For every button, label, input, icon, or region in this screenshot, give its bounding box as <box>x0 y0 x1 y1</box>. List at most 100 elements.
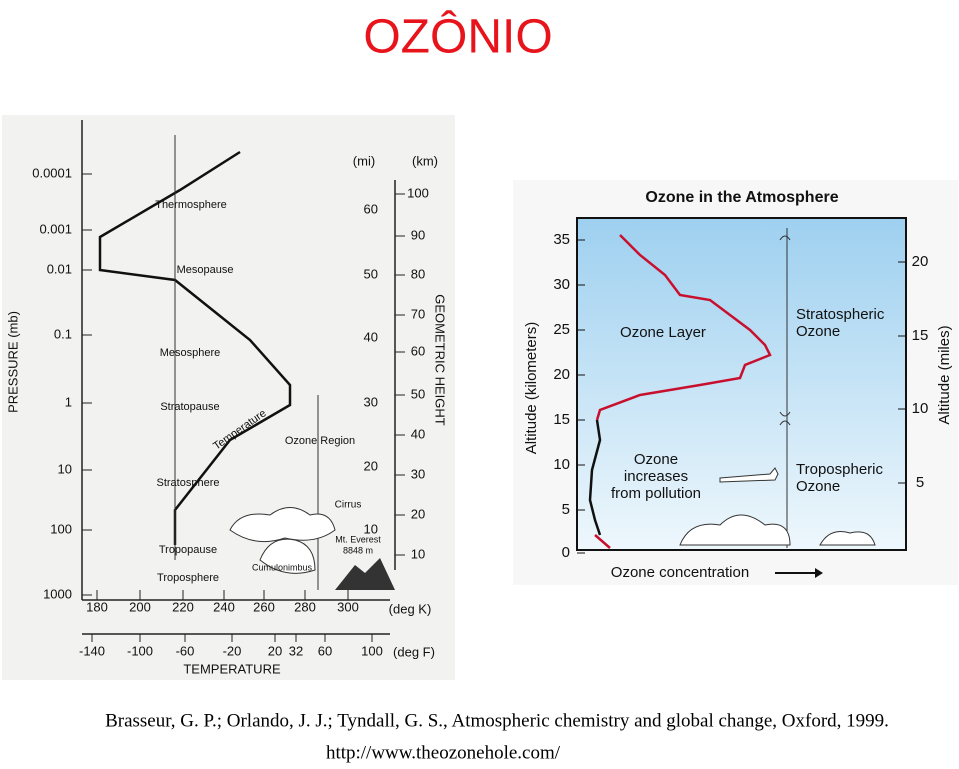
tick-label: 10 <box>553 456 570 473</box>
tick-label: 60 <box>364 201 378 216</box>
mountain <box>335 558 395 590</box>
annotation: Ozone Region <box>285 435 355 447</box>
tick-label: 260 <box>253 599 275 614</box>
tick-label: 300 <box>337 599 359 614</box>
axis-label: Altitude (kilometers) <box>523 322 540 455</box>
tick-label: 60 <box>318 643 332 658</box>
tick-label: 5 <box>916 474 924 491</box>
tick-label: 25 <box>553 321 570 338</box>
tick-label: 10 <box>411 546 425 561</box>
tick-label: 90 <box>411 227 425 242</box>
tick-label: 35 <box>553 231 570 248</box>
axis-unit: (mi) <box>353 153 375 168</box>
tick-label: 0 <box>562 544 570 561</box>
axis-unit: (deg K) <box>389 601 432 616</box>
tick-label: -100 <box>127 643 153 658</box>
annotation: Tropospheric <box>796 461 883 478</box>
tick-label: 30 <box>411 466 425 481</box>
tick-label: 20 <box>912 253 929 270</box>
tick-label: 240 <box>213 599 235 614</box>
tick-label: 20 <box>364 458 378 473</box>
layer-label: Stratopause <box>160 401 219 413</box>
left-figure <box>2 115 455 680</box>
tick-label: 1 <box>65 394 72 409</box>
ozone-curve <box>588 419 602 536</box>
tick-label: 0.1 <box>54 326 72 341</box>
tick-label: -140 <box>79 643 105 658</box>
tick-label: 100 <box>361 643 383 658</box>
tick-label: 20 <box>268 643 282 658</box>
tick-label: 180 <box>86 599 108 614</box>
annotation: from pollution <box>611 485 701 502</box>
tick-label: 10 <box>364 521 378 536</box>
tick-label: 50 <box>411 386 425 401</box>
annotation: Cirrus <box>335 500 362 511</box>
annotation: Ozone Layer <box>620 324 706 341</box>
cloud <box>679 514 876 546</box>
layer-label: Stratosphere <box>157 477 220 489</box>
axis-label: Ozone concentration <box>611 564 749 581</box>
brace <box>779 235 791 426</box>
tick-label: 30 <box>553 276 570 293</box>
tick-label: 70 <box>411 306 425 321</box>
annotation: Ozone <box>634 451 678 468</box>
tick-label: 100 <box>407 185 429 200</box>
tick-label: 5 <box>562 501 570 518</box>
axis-label: TEMPERATURE <box>183 661 281 676</box>
tick-label: 32 <box>289 643 303 658</box>
ozone-curve <box>594 534 611 549</box>
tick-label: 220 <box>172 599 194 614</box>
tick-label: -20 <box>223 643 242 658</box>
tick-label: 10 <box>58 461 72 476</box>
tick-label: 15 <box>912 327 929 344</box>
layer-label: Mesosphere <box>160 347 221 359</box>
right-figure <box>513 180 958 585</box>
cloud <box>229 507 336 543</box>
temperature-curve <box>98 150 292 545</box>
tick-label: 1000 <box>43 586 72 601</box>
annotation: 8848 m <box>343 545 373 555</box>
tick-label: 40 <box>411 426 425 441</box>
ozone-curve <box>595 234 772 421</box>
cloud <box>259 538 316 574</box>
annotation: Ozone <box>796 478 840 495</box>
tick-label: -60 <box>176 643 195 658</box>
tick-label: 0.01 <box>47 261 72 276</box>
arrow-head <box>815 568 823 578</box>
tick-label: 15 <box>553 411 570 428</box>
layer-label: Thermosphere <box>155 199 227 211</box>
axis-label: GEOMETRIC HEIGHT <box>433 294 448 426</box>
tick-label: 20 <box>553 366 570 383</box>
figure-title: Ozone in the Atmosphere <box>645 189 838 206</box>
tick-label: 100 <box>50 521 72 536</box>
annotation: Ozone <box>796 323 840 340</box>
tick-label: 60 <box>411 343 425 358</box>
layer-label: Troposphere <box>157 572 219 584</box>
tick-label: 50 <box>364 266 378 281</box>
annotation: increases <box>624 468 688 485</box>
annotation: Cumulonimbus <box>252 562 313 572</box>
slide-title: OZÔNIO <box>363 10 552 64</box>
tick-label: 10 <box>912 400 929 417</box>
tick-label: 20 <box>411 506 425 521</box>
plot-area <box>576 217 907 551</box>
annotation: Mt. Everest <box>335 534 381 544</box>
layer-label: Mesopause <box>177 264 234 276</box>
tick-label: 0.001 <box>39 221 72 236</box>
tick-label: 200 <box>129 599 151 614</box>
axis-label: Altitude (miles) <box>936 325 953 424</box>
tick-label: 280 <box>294 599 316 614</box>
tick-label: 0.0001 <box>32 165 72 180</box>
airplane <box>719 467 779 483</box>
axis-unit: (km) <box>412 153 438 168</box>
tick-label: 80 <box>411 266 425 281</box>
url: http://www.theozonehole.com/ <box>326 742 561 763</box>
axis-label: PRESSURE (mb) <box>5 311 20 413</box>
tick-label: 30 <box>364 394 378 409</box>
citation: Brasseur, G. P.; Orlando, J. J.; Tyndall… <box>105 710 889 731</box>
layer-label: Tropopause <box>159 544 217 556</box>
axis-unit: (deg F) <box>393 644 435 659</box>
annotation: Stratospheric <box>796 306 885 323</box>
tick-label: 40 <box>364 329 378 344</box>
